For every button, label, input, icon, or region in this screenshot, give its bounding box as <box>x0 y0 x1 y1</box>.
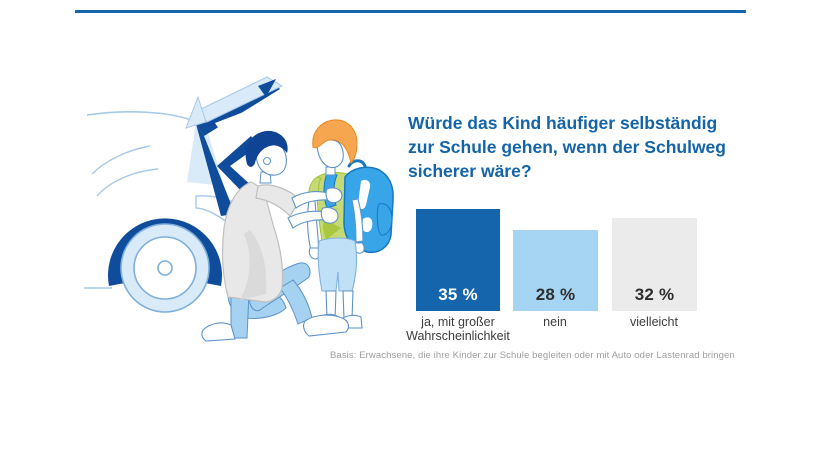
footnote: Basis: Erwachsene, die ihre Kinder zur S… <box>330 350 735 361</box>
bar-value: 32 % <box>634 285 675 304</box>
parent-hair <box>245 130 288 167</box>
question-line-1: Würde das Kind häufiger selbständig <box>408 113 718 133</box>
child <box>307 119 394 329</box>
bar-value: 35 % <box>438 285 478 304</box>
bar-label-nein: nein <box>475 315 635 329</box>
question-line-2: zur Schule gehen, wenn der Schulweg <box>408 137 726 157</box>
bar-value: 28 % <box>535 285 576 304</box>
bar-nein: 28 % <box>513 230 598 311</box>
parent <box>201 130 349 342</box>
child-hair <box>312 119 358 164</box>
bar-label-line: Wahrscheinlichkeit <box>406 329 510 343</box>
bar-label-ja: ja, mit großer Wahrscheinlichkeit <box>378 315 538 343</box>
bar-label-line: ja, mit großer <box>421 315 495 329</box>
bar-label-line: nein <box>543 315 567 329</box>
bar-vielleicht: 32 % <box>612 218 697 311</box>
car-wheel <box>108 218 222 313</box>
car-open-trunk <box>185 76 284 216</box>
top-rule <box>75 10 746 13</box>
parent-sneaker <box>303 314 349 337</box>
bar-label-line: vielleicht <box>630 315 678 329</box>
question-line-3: sicherer wäre? <box>408 161 532 181</box>
question-title: Würde das Kind häufiger selbständig zur … <box>408 111 728 183</box>
bar-label-vielleicht: vielleicht <box>574 315 734 329</box>
bar-ja: 35 % <box>416 209 500 311</box>
